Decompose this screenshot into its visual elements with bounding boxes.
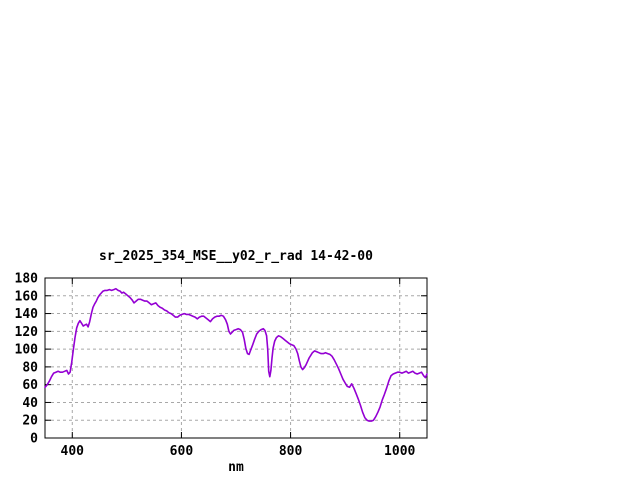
y-tick-label: 40 [22, 396, 38, 411]
y-tick-label: 140 [15, 307, 39, 322]
plot-border [44, 277, 428, 439]
x-axis-label: nm [228, 460, 244, 475]
y-tick-label: 180 [15, 272, 39, 287]
x-tick-label: 1000 [384, 444, 415, 459]
x-tick-label: 600 [170, 444, 194, 459]
y-tick-label: 120 [15, 325, 39, 340]
y-tick-label: 80 [22, 360, 38, 375]
x-tick-label: 800 [279, 444, 303, 459]
y-tick-label: 100 [15, 343, 39, 358]
x-tick-label: 400 [61, 444, 85, 459]
y-tick-label: 0 [30, 432, 38, 447]
y-tick-label: 160 [15, 289, 39, 304]
y-tick-label: 60 [22, 378, 38, 393]
radiance-curve [44, 287, 428, 422]
y-tick-label: 20 [22, 414, 38, 429]
chart-title: sr_2025_354_MSE__y02_r_rad 14-42-00 [99, 249, 373, 264]
